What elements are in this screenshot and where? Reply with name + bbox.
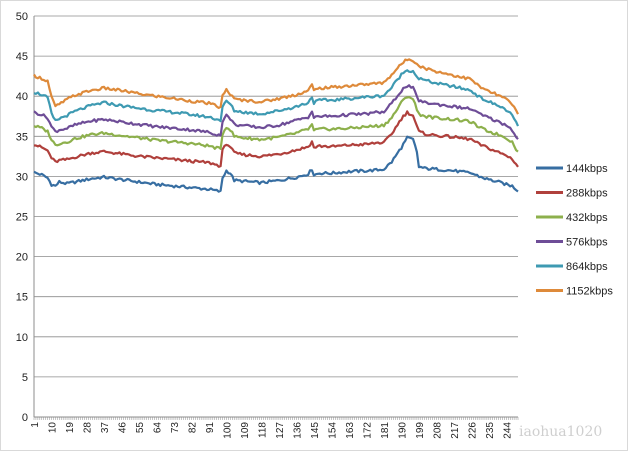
y-tick-label: 15 xyxy=(16,292,28,304)
x-tick-label: 163 xyxy=(345,422,356,439)
x-tick-label: 1 xyxy=(30,422,41,428)
series-line-1152kbps xyxy=(33,58,519,115)
x-tick-label: 226 xyxy=(467,422,478,439)
legend-label: 288kbps xyxy=(566,188,608,200)
y-tick-label: 10 xyxy=(16,332,28,344)
x-tick-label: 181 xyxy=(380,422,391,439)
watermark-text: iaohua1020 xyxy=(519,424,602,440)
x-tick-label: 244 xyxy=(502,422,513,439)
x-tick-label: 91 xyxy=(205,422,216,434)
y-tick-label: 30 xyxy=(16,171,28,183)
y-tick-label: 25 xyxy=(16,212,28,224)
y-tick-label: 20 xyxy=(16,252,28,264)
x-tick-label: 235 xyxy=(485,422,496,439)
series-line-432kbps xyxy=(33,96,519,153)
series-line-288kbps xyxy=(34,110,519,168)
x-tick-label: 73 xyxy=(170,422,181,434)
x-tick-label: 64 xyxy=(152,422,163,434)
legend-label: 144kbps xyxy=(566,163,608,175)
x-tick-label: 28 xyxy=(82,422,93,434)
y-tick-label: 0 xyxy=(22,412,28,424)
legend-label: 576kbps xyxy=(566,237,608,249)
series-line-576kbps xyxy=(33,84,519,140)
y-tick-label: 5 xyxy=(22,372,28,384)
x-tick-label: 118 xyxy=(257,422,268,438)
y-tick-label: 40 xyxy=(16,91,28,103)
series-line-864kbps xyxy=(33,69,520,127)
legend-label: 1152kbps xyxy=(566,286,613,298)
y-tick-label: 35 xyxy=(16,131,28,143)
y-tick-label: 50 xyxy=(16,11,28,23)
legend-label: 864kbps xyxy=(566,261,608,273)
x-tick-label: 127 xyxy=(275,422,286,439)
x-tick-label: 190 xyxy=(397,422,408,439)
x-tick-label: 172 xyxy=(362,422,373,439)
legend-label: 432kbps xyxy=(566,212,608,224)
x-tick-label: 46 xyxy=(117,422,128,434)
x-tick-label: 145 xyxy=(310,422,321,439)
x-tick-label: 208 xyxy=(432,422,443,439)
y-tick-label: 45 xyxy=(16,51,28,63)
x-tick-label: 199 xyxy=(415,422,426,439)
x-tick-label: 136 xyxy=(292,422,303,439)
x-tick-label: 19 xyxy=(65,422,76,434)
x-tick-label: 100 xyxy=(222,422,233,439)
x-tick-label: 37 xyxy=(100,422,111,434)
x-tick-label: 82 xyxy=(187,422,198,434)
x-tick-label: 154 xyxy=(327,422,338,439)
x-tick-label: 10 xyxy=(47,422,58,434)
x-tick-label: 217 xyxy=(450,422,461,439)
series-line-144kbps xyxy=(33,135,519,193)
x-tick-label: 55 xyxy=(135,422,146,434)
x-tick-label: 109 xyxy=(240,422,251,439)
